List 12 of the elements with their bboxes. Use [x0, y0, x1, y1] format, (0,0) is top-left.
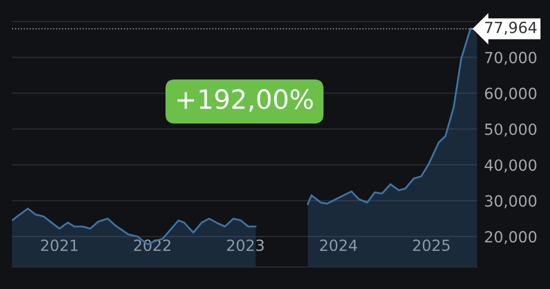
annotation: +192,00% — [178, 89, 313, 112]
x-tick-label: 2023 — [227, 239, 264, 252]
x-tick-label: 2024 — [320, 239, 358, 252]
x-tick-label: 2021 — [41, 239, 78, 252]
y-tick-label: 20,000 — [485, 231, 536, 244]
y-tick-label: 60,000 — [485, 88, 536, 101]
x-tick-label: 2025 — [413, 239, 450, 252]
y-tick-label: 40,000 — [484, 159, 536, 172]
y-tick-label: 50,000 — [485, 123, 536, 137]
y-tick-label: 30,000 — [485, 195, 536, 208]
y-tick-label: 70,000 — [485, 52, 536, 65]
ref-line-label: 77,964 — [485, 22, 537, 35]
